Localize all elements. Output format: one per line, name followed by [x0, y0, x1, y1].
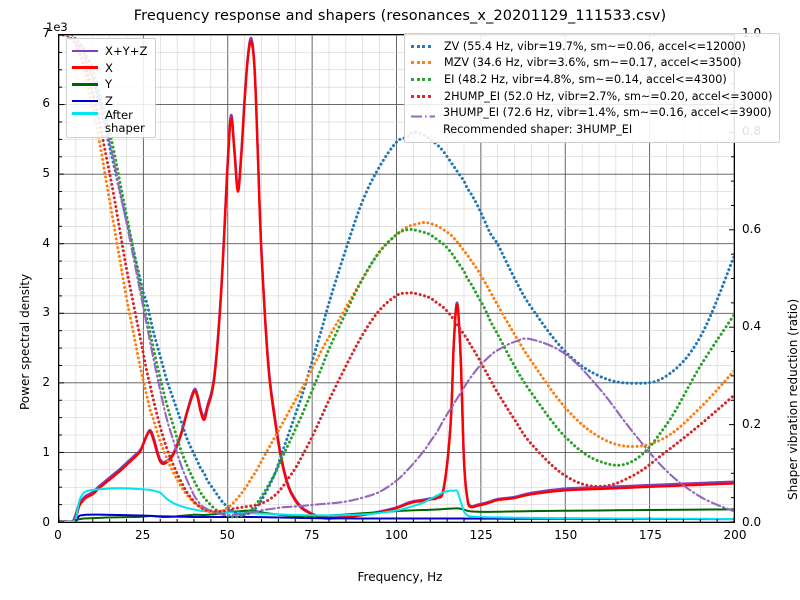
data-curves	[59, 35, 734, 522]
legend-swatch-solid	[72, 62, 98, 73]
legend-series-label: X	[105, 60, 113, 75]
y-tick-right-0.0: 0.0	[742, 515, 762, 529]
grid-lines	[59, 35, 734, 522]
y-tick-left-6: 6	[42, 95, 50, 110]
y-tick-right-0.2: 0.2	[742, 417, 762, 432]
series-2hump-ei	[59, 35, 734, 513]
legend-swatch-dotted	[410, 41, 437, 52]
legend-shaper-item-mzv[interactable]: MZV (34.6 Hz, vibr=3.6%, sm~=0.17, accel…	[410, 55, 772, 72]
recommended-shaper-text: Recommended shaper: 3HUMP_EI	[443, 122, 633, 136]
y-tick-right-0.6: 0.6	[742, 221, 762, 236]
x-tick-100: 100	[385, 528, 408, 542]
x-tick-125: 125	[469, 528, 493, 542]
series-ei	[59, 35, 734, 519]
legend-swatch-solid	[72, 46, 98, 57]
x-tick-175: 175	[638, 528, 662, 542]
legend-swatch-solid	[72, 108, 98, 119]
y-axis-multiplier: 1e3	[46, 20, 68, 34]
legend-series-item-y[interactable]: Y	[72, 76, 147, 93]
legend-shaper-item-ei[interactable]: EI (48.2 Hz, vibr=4.8%, sm~=0.14, accel<…	[410, 71, 772, 88]
legend-swatch-empty	[410, 124, 436, 135]
legend-shaper-item-zv[interactable]: ZV (55.4 Hz, vibr=19.7%, sm~=0.06, accel…	[410, 38, 772, 55]
x-tick-0: 0	[54, 528, 62, 542]
legend-shaper-item-2hump-ei[interactable]: 2HUMP_EI (52.0 Hz, vibr=2.7%, sm~=0.20, …	[410, 88, 772, 105]
y-tick-right-0.4: 0.4	[742, 319, 762, 334]
y-tick-left-1: 1	[42, 445, 50, 460]
legend-shaper-label: EI (48.2 Hz, vibr=4.8%, sm~=0.14, accel<…	[444, 72, 727, 86]
legend-shapers[interactable]: ZV (55.4 Hz, vibr=19.7%, sm~=0.06, accel…	[404, 33, 781, 143]
series-z	[59, 513, 734, 522]
legend-shaper-item-3hump-ei[interactable]: 3HUMP_EI (72.6 Hz, vibr=1.4%, sm~=0.16, …	[410, 104, 772, 121]
chart-title: Frequency response and shapers (resonanc…	[133, 8, 667, 24]
y-tick-left-0: 0	[42, 515, 50, 529]
y-tick-left-2: 2	[42, 375, 50, 390]
y-axis-right-label: Shaper vibration reduction (ratio)	[786, 298, 800, 500]
series-3hump-ei	[59, 35, 734, 517]
legend-series[interactable]: X+Y+Z X Y Z After shaper	[66, 38, 157, 139]
x-tick-25: 25	[134, 528, 151, 542]
legend-series-item-after-shaper[interactable]: After shaper	[72, 108, 147, 135]
legend-swatch-dotted	[410, 91, 437, 102]
legend-series-label: X+Y+Z	[105, 44, 148, 59]
legend-series-label: Z	[105, 94, 113, 109]
legend-series-label: After shaper	[105, 108, 145, 135]
series-mzv	[59, 35, 734, 514]
legend-series-item-x-y-z[interactable]: X+Y+Z	[72, 43, 147, 60]
series-x	[59, 40, 734, 522]
legend-swatch-dashdot	[410, 107, 436, 118]
legend-swatch-solid	[72, 79, 98, 90]
x-tick-150: 150	[554, 528, 578, 542]
y-tick-left-5: 5	[42, 165, 50, 180]
legend-swatch-solid	[72, 96, 98, 107]
y-axis-left-label: Power spectral density	[18, 273, 32, 410]
legend-series-item-x[interactable]: X	[72, 60, 147, 77]
y-tick-left-3: 3	[42, 305, 50, 320]
y-tick-left-4: 4	[42, 235, 50, 250]
legend-swatch-dotted	[410, 74, 437, 85]
plot-svg	[59, 35, 734, 522]
legend-shaper-label: 3HUMP_EI (72.6 Hz, vibr=1.4%, sm~=0.16, …	[443, 106, 772, 120]
legend-shaper-label: 2HUMP_EI (52.0 Hz, vibr=2.7%, sm~=0.20, …	[444, 89, 773, 103]
legend-shaper-label: ZV (55.4 Hz, vibr=19.7%, sm~=0.06, accel…	[444, 39, 746, 53]
series-after-shaper	[59, 487, 734, 522]
legend-series-item-z[interactable]: Z	[72, 93, 147, 110]
x-axis-label: Frequency, Hz	[357, 570, 443, 584]
y-tick-left-7: 7	[42, 26, 50, 40]
x-tick-75: 75	[304, 528, 320, 542]
x-tick-50: 50	[219, 528, 235, 542]
x-tick-200: 200	[723, 528, 747, 542]
legend-shaper-label: MZV (34.6 Hz, vibr=3.6%, sm~=0.17, accel…	[444, 56, 742, 70]
legend-recommendation-row: Recommended shaper: 3HUMP_EI	[410, 121, 772, 138]
legend-series-label: Y	[105, 77, 113, 92]
tick-marks	[59, 35, 734, 522]
legend-swatch-dotted	[410, 57, 437, 68]
